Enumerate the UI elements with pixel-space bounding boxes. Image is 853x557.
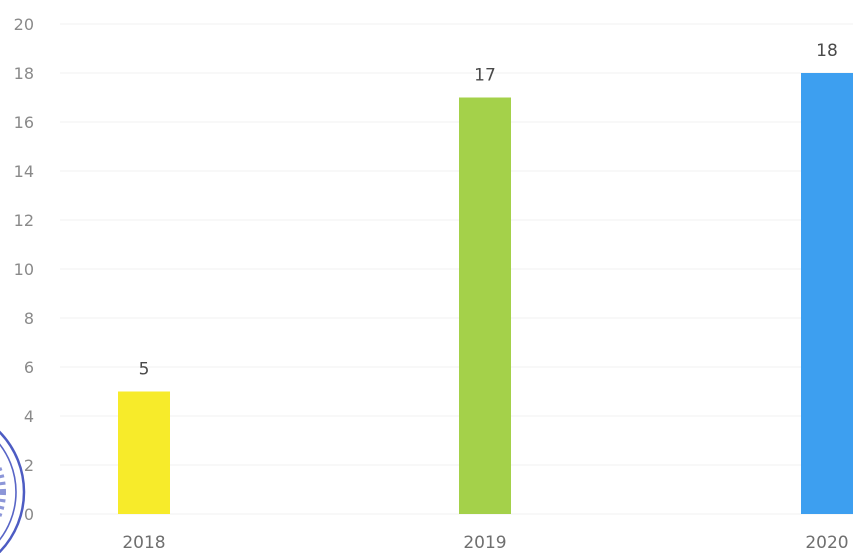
y-tick-label: 10	[14, 260, 34, 279]
y-tick-label: 0	[24, 505, 34, 524]
data-label: 5	[139, 360, 150, 380]
bar	[459, 97, 511, 514]
y-tick-label: 18	[14, 64, 34, 83]
y-tick-label: 16	[14, 113, 34, 132]
x-category-label: 2020	[805, 533, 848, 553]
y-tick-label: 2	[24, 456, 34, 475]
data-labels: 5 17 18	[139, 41, 838, 380]
y-tick-label: 12	[14, 211, 34, 230]
bars	[118, 73, 853, 514]
data-label: 18	[816, 41, 838, 61]
y-axis-ticks: 0 2 4 6 8 10 12 14 16 18 20	[14, 15, 34, 524]
x-category-label: 2019	[463, 533, 506, 553]
y-tick-label: 14	[14, 162, 34, 181]
bar	[801, 73, 853, 514]
y-tick-label: 4	[24, 407, 34, 426]
y-tick-label: 6	[24, 358, 34, 377]
bar	[118, 391, 170, 514]
stamp-ring-outer	[0, 430, 26, 554]
stamp-seal	[0, 430, 26, 554]
y-tick-label: 20	[14, 15, 34, 34]
data-label: 17	[474, 66, 496, 86]
x-axis-categories: 2018 2019 2020	[122, 533, 848, 553]
stamp-lettering-band	[0, 464, 6, 520]
stamp-ring-inner	[0, 443, 17, 541]
x-category-label: 2018	[122, 533, 165, 553]
gridlines	[60, 23, 853, 515]
y-tick-label: 8	[24, 309, 34, 328]
